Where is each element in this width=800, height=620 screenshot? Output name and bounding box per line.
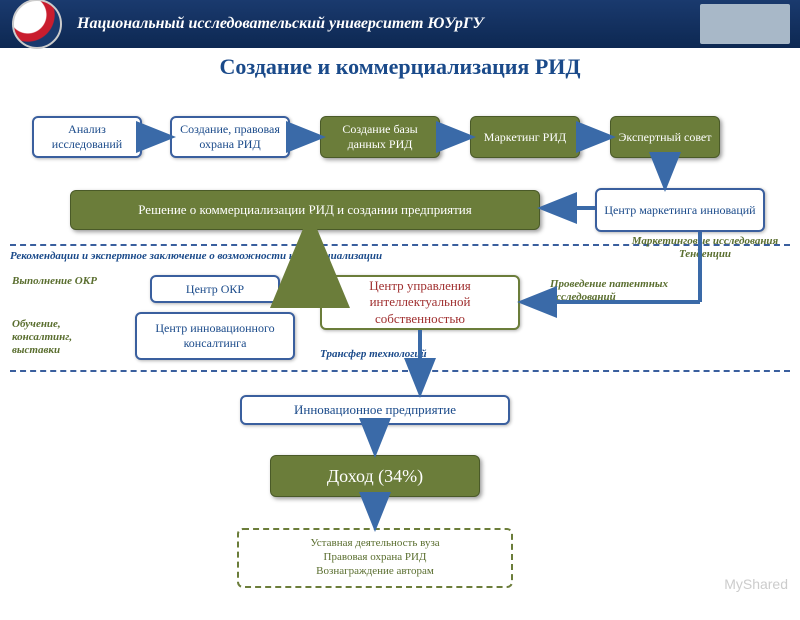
box-database: Создание базы данных РИД — [320, 116, 440, 158]
charter-line-2: Правовая охрана РИД — [324, 551, 427, 565]
box-decision: Решение о коммерциализации РИД и создани… — [70, 190, 540, 230]
box-decision-label: Решение о коммерциализации РИД и создани… — [138, 202, 472, 218]
box-expert: Экспертный совет — [610, 116, 720, 158]
box-analysis: Анализ исследований — [32, 116, 142, 158]
label-okr-exec: Выполнение ОКР — [12, 275, 112, 288]
box-enterprise-label: Инновационное предприятие — [294, 402, 456, 418]
label-transfer: Трансфер технологий — [320, 348, 520, 361]
box-expert-label: Экспертный совет — [618, 130, 711, 145]
box-income: Доход (34%) — [270, 455, 480, 497]
box-marketing: Маркетинг РИД — [470, 116, 580, 158]
charter-line-1: Уставная деятельность вуза — [310, 537, 439, 551]
university-logo — [12, 0, 62, 49]
box-marketing-label: Маркетинг РИД — [484, 130, 566, 145]
label-recommendations: Рекомендации и экспертное заключение о в… — [10, 250, 570, 263]
box-enterprise: Инновационное предприятие — [240, 395, 510, 425]
header-photo — [700, 4, 790, 44]
box-okr-label: Центр ОКР — [186, 282, 244, 297]
box-marketing-center-label: Центр маркетинга инноваций — [604, 203, 755, 218]
box-charter-content: Уставная деятельность вуза Правовая охра… — [237, 528, 513, 588]
label-patent: Проведение патентных исследований — [550, 278, 680, 304]
box-creation-label: Создание, правовая охрана РИД — [178, 122, 282, 152]
slide-title: Создание и коммерциализация РИД — [0, 54, 800, 80]
watermark: MyShared — [724, 576, 788, 592]
box-consulting-label: Центр инновационного консалтинга — [143, 321, 287, 351]
box-ip-center: Центр управления интеллектуальной собств… — [320, 275, 520, 330]
box-creation-legal: Создание, правовая охрана РИД — [170, 116, 290, 158]
diagram-canvas: Анализ исследований Создание, правовая о… — [0, 80, 800, 620]
box-okr-center: Центр ОКР — [150, 275, 280, 303]
header: Национальный исследовательский университ… — [0, 0, 800, 48]
university-name: Национальный исследовательский университ… — [77, 15, 484, 33]
label-training: Обучение, консалтинг, выставки — [12, 318, 117, 358]
box-consulting: Центр инновационного консалтинга — [135, 312, 295, 360]
dashed-divider-2 — [10, 370, 790, 372]
box-ip-center-label: Центр управления интеллектуальной собств… — [328, 278, 512, 327]
charter-line-3: Вознаграждение авторам — [316, 565, 434, 579]
box-database-label: Создание базы данных РИД — [327, 122, 433, 152]
box-marketing-center: Центр маркетинга инноваций — [595, 188, 765, 232]
box-analysis-label: Анализ исследований — [40, 122, 134, 152]
label-marketing-trends: Маркетинговые исследования Тенденции — [620, 235, 790, 261]
box-income-label: Доход (34%) — [327, 465, 423, 488]
